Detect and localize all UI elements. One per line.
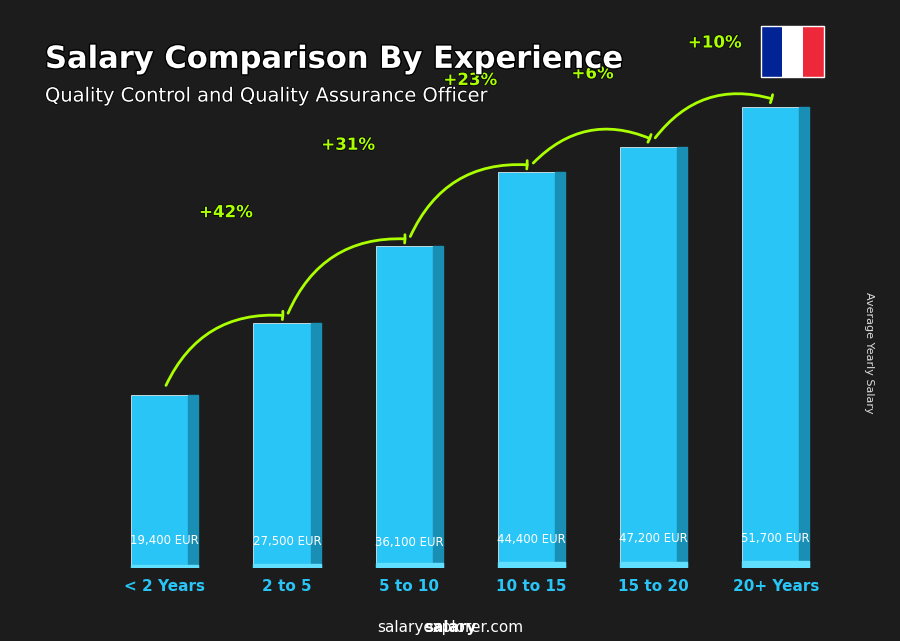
Text: +31%: +31%	[321, 136, 375, 154]
Bar	[310, 322, 320, 568]
Text: salaryexplorer.com: salaryexplorer.com	[377, 620, 523, 635]
Bar	[742, 107, 809, 568]
Text: 36,100 EUR: 36,100 EUR	[374, 535, 444, 549]
Bar	[375, 246, 443, 568]
Text: Salary Comparison By Experience: Salary Comparison By Experience	[45, 45, 621, 74]
Bar	[498, 172, 565, 568]
Bar	[131, 565, 198, 568]
Text: 19,400 EUR: 19,400 EUR	[130, 534, 199, 547]
Bar	[188, 395, 198, 568]
Bar	[254, 322, 320, 568]
Text: +6%: +6%	[572, 65, 614, 83]
Text: +10%: +10%	[688, 33, 742, 51]
Text: Average Yearly Salary: Average Yearly Salary	[863, 292, 874, 413]
Text: +42%: +42%	[199, 203, 253, 221]
Bar	[742, 561, 809, 568]
Bar	[677, 147, 687, 568]
Bar	[375, 563, 443, 568]
Bar	[498, 562, 565, 568]
Text: salary: salary	[424, 620, 476, 635]
Bar	[254, 564, 320, 568]
Text: 27,500 EUR: 27,500 EUR	[253, 535, 321, 548]
Text: 44,400 EUR: 44,400 EUR	[497, 533, 566, 546]
Text: +23%: +23%	[444, 71, 497, 89]
Bar	[799, 107, 809, 568]
Text: Quality Control and Quality Assurance Officer: Quality Control and Quality Assurance Of…	[45, 87, 490, 106]
Text: 51,700 EUR: 51,700 EUR	[742, 532, 810, 545]
Bar	[131, 395, 198, 568]
Bar	[555, 172, 565, 568]
Bar	[620, 562, 687, 568]
Bar	[433, 246, 443, 568]
Text: 47,200 EUR: 47,200 EUR	[619, 531, 688, 545]
Bar	[620, 147, 687, 568]
